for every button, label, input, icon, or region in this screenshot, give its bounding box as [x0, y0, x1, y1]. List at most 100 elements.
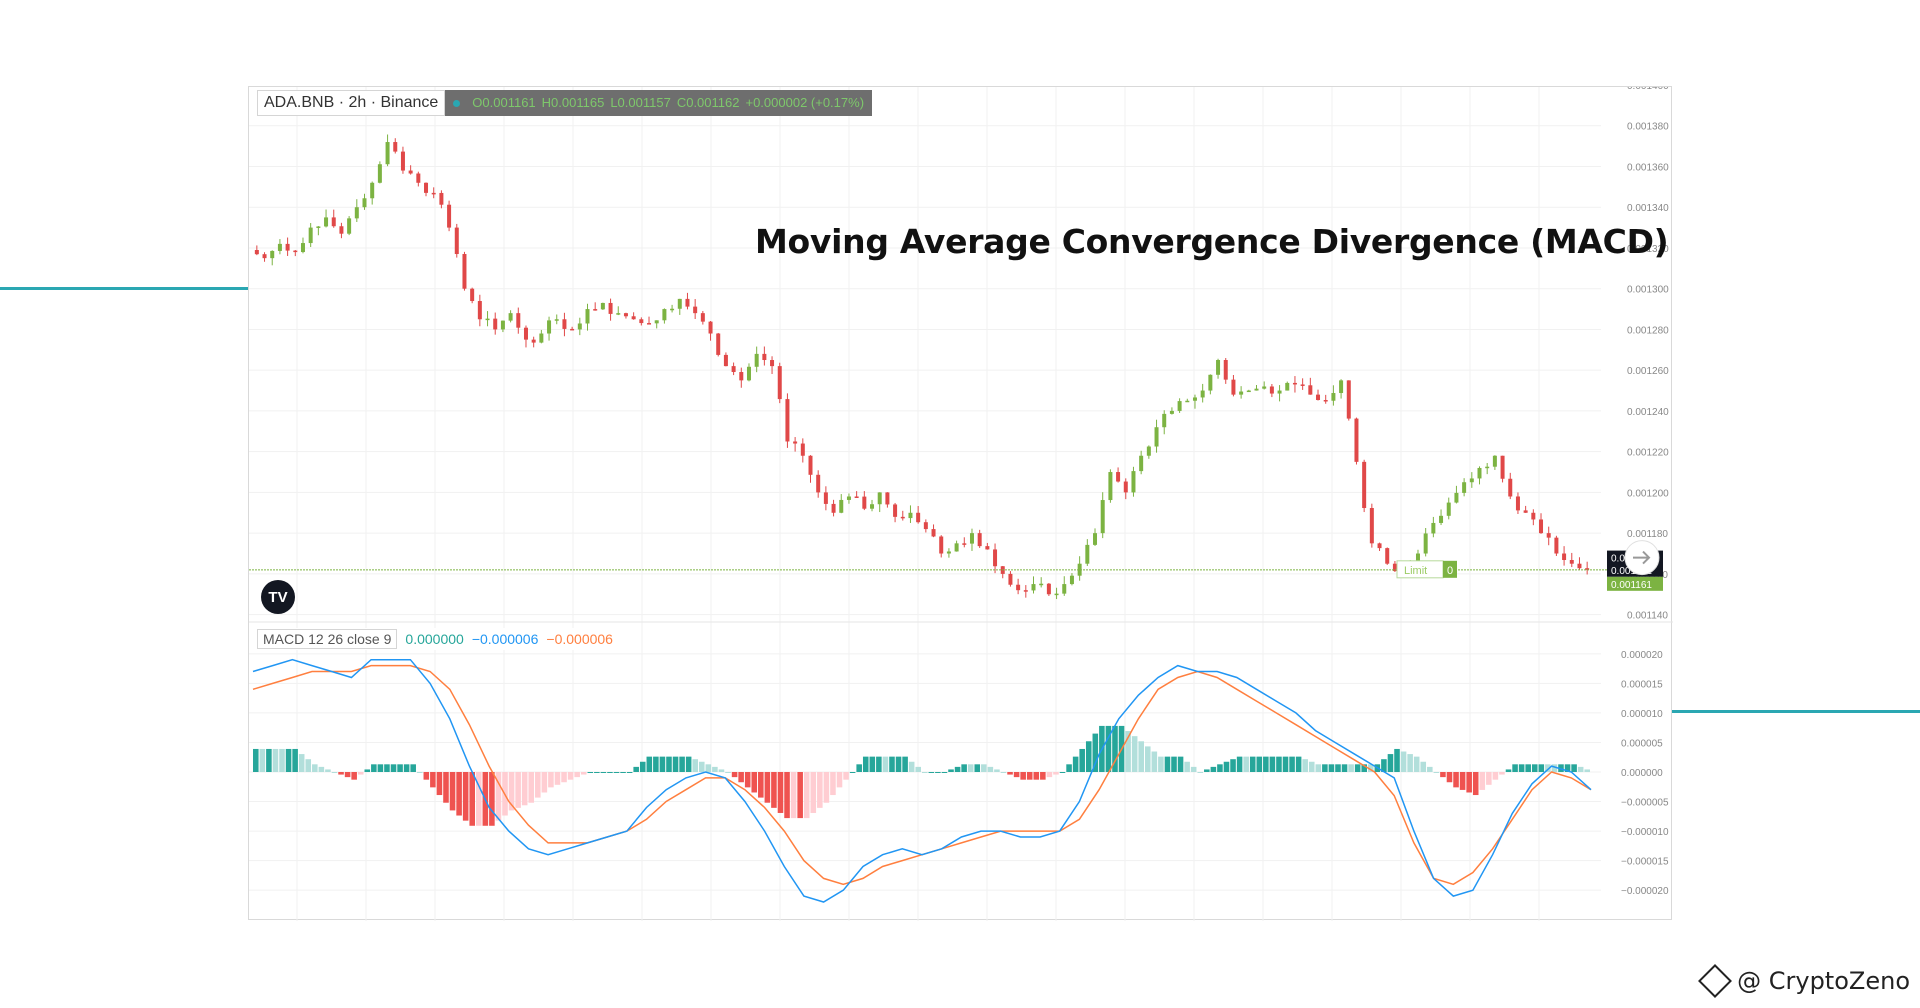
macd-histogram-bar: [954, 766, 961, 772]
candle-body: [831, 503, 836, 513]
macd-histogram-bar: [1341, 764, 1348, 772]
macd-histogram-bar: [810, 772, 817, 813]
macd-histogram-bar: [1125, 731, 1131, 772]
tradingview-logo-icon[interactable]: TV: [261, 580, 295, 614]
candle-body: [547, 320, 552, 334]
candle-body: [1385, 548, 1390, 564]
macd-histogram-bar: [672, 756, 679, 772]
candle-body: [1523, 510, 1528, 513]
macd-histogram-bar: [784, 772, 790, 819]
limit-qty-label: 0: [1447, 565, 1453, 577]
candle-body: [923, 522, 928, 530]
macd-histogram-bar: [403, 764, 410, 772]
macd-histogram-bar: [253, 748, 259, 772]
macd-histogram-bar: [1518, 764, 1525, 772]
candle-body: [954, 543, 959, 552]
macd-histogram-bar: [1184, 761, 1190, 772]
candle-body: [969, 533, 974, 544]
macd-histogram-bar: [1230, 759, 1236, 772]
candle-body: [808, 455, 813, 475]
macd-histogram-bar: [594, 772, 600, 773]
macd-histogram-bar: [1571, 764, 1577, 772]
candle-body: [300, 243, 305, 253]
macd-histogram-bar: [1092, 733, 1099, 772]
macd-histogram-bar: [567, 772, 574, 780]
candle-body: [1485, 466, 1490, 469]
candle-body: [916, 512, 921, 523]
macd-histogram-bar: [941, 772, 948, 773]
candle-body: [1146, 446, 1151, 456]
candle-body: [1216, 360, 1221, 375]
chart-svg[interactable]: 0.001400 0.001380 0.001360 0.001340 0.001320…: [249, 81, 1673, 921]
price-tick-label: 0.001340: [1627, 203, 1669, 214]
macd-indicator-label[interactable]: MACD 12 26 close 9: [257, 629, 398, 649]
macd-histogram-bar: [705, 764, 712, 772]
macd-histogram-bar: [1013, 772, 1020, 778]
candle-body: [931, 529, 936, 537]
candle-body: [870, 504, 875, 509]
candle-body: [1085, 544, 1090, 564]
candle-body: [762, 353, 767, 361]
price-tick-label: 0.001240: [1627, 407, 1669, 418]
macd-histogram-bar: [948, 769, 954, 772]
candle-body: [1054, 593, 1059, 596]
candle-body: [593, 309, 598, 311]
macd-histogram-bar: [869, 756, 876, 772]
binance-diamond-icon: [1698, 964, 1733, 998]
price-legend: ADA.BNB · 2h · Binance O0.001161 H0.0011…: [257, 90, 873, 116]
candle-body: [885, 492, 890, 505]
macd-histogram-bar: [1059, 772, 1066, 773]
macd-histogram-bar: [803, 772, 810, 819]
candle-body: [485, 318, 490, 321]
candle-body: [631, 316, 636, 320]
candle-body: [331, 217, 336, 227]
macd-histogram-bar: [1269, 756, 1276, 772]
macd-histogram-bar: [1354, 764, 1361, 772]
macd-histogram-bar: [1361, 764, 1367, 772]
candle-body: [1577, 563, 1582, 569]
symbol-label[interactable]: ADA.BNB · 2h · Binance: [257, 90, 446, 116]
macd-histogram-bar: [1112, 725, 1118, 772]
candle-body: [539, 333, 544, 343]
candle-body: [1123, 481, 1128, 493]
macd-histogram-bar: [430, 772, 436, 788]
macd-histogram-bar: [607, 772, 613, 773]
macd-histogram-bar: [259, 748, 266, 772]
macd-histogram-bar: [272, 748, 279, 772]
macd-histogram-bar: [1308, 761, 1315, 772]
macd-histogram-bar: [1486, 772, 1492, 785]
limit-order-label: Limit: [1404, 565, 1427, 577]
macd-histogram-bar: [318, 766, 325, 772]
candle-body: [1285, 382, 1290, 391]
macd-histogram-bar: [554, 772, 561, 785]
candle-body: [1046, 583, 1051, 595]
macd-tick-label: 0.000000: [1621, 768, 1663, 779]
macd-histogram-bar: [561, 772, 567, 783]
candle-body: [462, 254, 467, 289]
candle-body: [424, 182, 429, 193]
macd-histogram-bar: [331, 772, 338, 773]
candle-body: [1192, 397, 1197, 401]
candle-body: [977, 533, 982, 547]
macd-histogram-bar: [305, 759, 312, 772]
candle-body: [1139, 455, 1144, 472]
candle-body: [1439, 515, 1444, 523]
macd-histogram-bar: [1328, 764, 1335, 772]
candle-body: [1269, 386, 1274, 394]
candle-body: [623, 313, 628, 317]
status-dot-icon: [453, 99, 461, 107]
macd-histogram-bar: [1472, 772, 1479, 796]
macd-histogram-bar: [935, 772, 941, 773]
macd-histogram-bar: [895, 756, 902, 772]
candle-body: [347, 218, 352, 234]
macd-histogram-bar: [790, 772, 797, 819]
macd-histogram-bar: [279, 748, 285, 772]
macd-histogram-bar: [1440, 772, 1446, 778]
macd-histogram-bar: [1276, 756, 1282, 772]
macd-histogram-bar: [476, 772, 482, 826]
candle-body: [1100, 500, 1105, 534]
chart-panel[interactable]: 0.001400 0.001380 0.001360 0.001340 0.001320…: [248, 81, 1673, 921]
arrow-right-icon: [1633, 550, 1651, 565]
macd-histogram-bar: [928, 772, 935, 773]
macd-histogram-bar: [1564, 764, 1571, 772]
